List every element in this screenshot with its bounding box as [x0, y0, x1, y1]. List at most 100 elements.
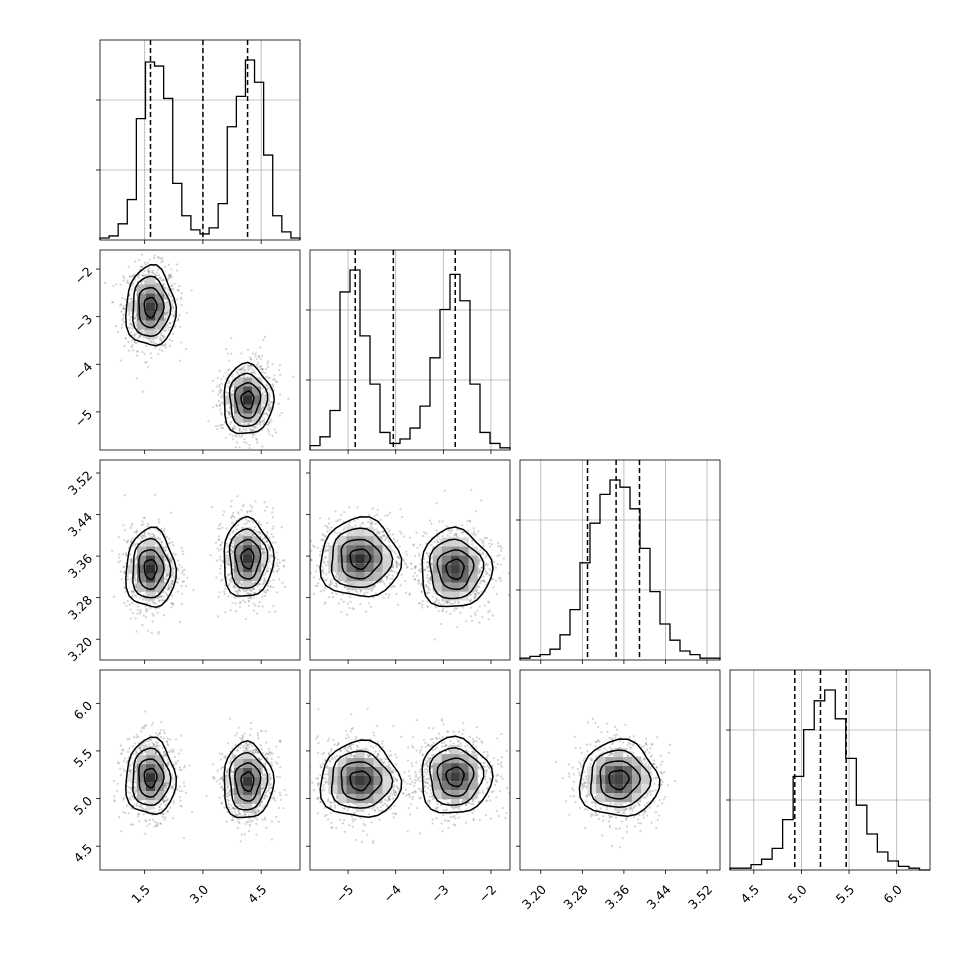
scatter-point [243, 440, 246, 444]
scatter-point [324, 536, 327, 539]
scatter-point [499, 579, 502, 582]
scatter-point [387, 540, 391, 543]
scatter-point [163, 549, 166, 552]
scatter-point [254, 581, 257, 584]
scatter-point [327, 517, 331, 520]
scatter-point [270, 554, 274, 557]
scatter-point [414, 565, 417, 569]
density-cell [234, 395, 244, 405]
scatter-point [322, 538, 325, 541]
scatter-point [178, 563, 181, 567]
scatter-point [143, 534, 146, 537]
scatter-point [259, 365, 262, 368]
density-cell [261, 554, 271, 564]
density-cell [154, 320, 164, 330]
scatter-point [266, 521, 269, 525]
scatter-point [158, 338, 161, 341]
scatter-point [275, 591, 278, 594]
scatter-point [127, 349, 130, 352]
scatter-point [157, 632, 160, 635]
scatter-point [318, 554, 322, 557]
scatter-point [268, 420, 271, 424]
contour-line [125, 263, 178, 347]
scatter-point [168, 541, 172, 545]
scatter-point [133, 544, 137, 547]
scatter-point [134, 579, 137, 583]
scatter-point [403, 562, 407, 565]
scatter-point [317, 582, 320, 585]
scatter-point [111, 549, 114, 552]
scatter-point [335, 572, 338, 576]
scatter-point [370, 589, 373, 593]
scatter-point [251, 521, 255, 524]
density-cell [154, 555, 164, 565]
scatter-point [264, 580, 267, 583]
scatter-point [379, 518, 382, 521]
scatter-point [402, 559, 405, 562]
density-cell [145, 573, 155, 583]
scatter-point [239, 582, 242, 585]
scatter-point [158, 521, 161, 524]
scatter-point [369, 605, 373, 608]
scatter-point [292, 375, 295, 379]
scatter-point [363, 591, 367, 594]
scatter-point [129, 561, 133, 564]
scatter-point [282, 565, 286, 568]
scatter-point [396, 555, 399, 558]
scatter-point [352, 607, 355, 610]
density-cell [136, 582, 146, 592]
scatter-point [239, 601, 242, 604]
scatter-point [151, 600, 154, 603]
scatter-point [231, 551, 234, 554]
scatter-point [414, 564, 417, 568]
scatter-point [226, 385, 229, 388]
density-cell [234, 545, 244, 555]
scatter-point [170, 606, 173, 609]
scatter-point [244, 427, 247, 430]
scatter-point [255, 438, 258, 441]
scatter-point [256, 585, 259, 588]
scatter-point [271, 527, 274, 531]
scatter-point [230, 393, 233, 396]
scatter-point [239, 590, 242, 593]
scatter-point [261, 405, 265, 408]
scatter-point [316, 584, 319, 588]
scatter-point [166, 278, 170, 281]
scatter-point [130, 345, 133, 348]
scatter-point [131, 522, 134, 525]
contour-line [223, 515, 275, 597]
scatter-point [468, 519, 472, 522]
density-cell [154, 573, 164, 583]
scatter-point [385, 592, 388, 596]
scatter-point [127, 340, 130, 343]
scatter-point [221, 526, 224, 529]
scatter-point [240, 435, 243, 439]
density-cell [163, 564, 173, 574]
scatter-point [249, 365, 252, 368]
scatter-point [248, 509, 251, 513]
scatter-point [227, 573, 230, 576]
scatter-point [269, 417, 272, 421]
scatter-point [162, 343, 165, 347]
scatter-point [221, 427, 224, 430]
scatter-point [211, 379, 215, 382]
scatter-point [159, 338, 163, 341]
scatter-point [238, 580, 241, 583]
scatter-point [130, 331, 133, 334]
scatter-point [315, 570, 318, 573]
scatter-point [477, 560, 480, 563]
scatter-point [456, 528, 459, 531]
scatter-point [167, 292, 170, 295]
scatter-point [225, 542, 228, 545]
scatter-point [156, 268, 160, 271]
scatter-point [217, 424, 220, 427]
scatter-point [151, 269, 154, 272]
scatter-point [121, 323, 124, 326]
scatter-point [274, 556, 277, 559]
scatter-point [335, 520, 338, 523]
scatter-point [370, 522, 374, 525]
scatter-point [146, 608, 149, 611]
scatter-point [161, 336, 164, 340]
scatter-point [155, 274, 158, 277]
scatter-point [270, 533, 273, 536]
